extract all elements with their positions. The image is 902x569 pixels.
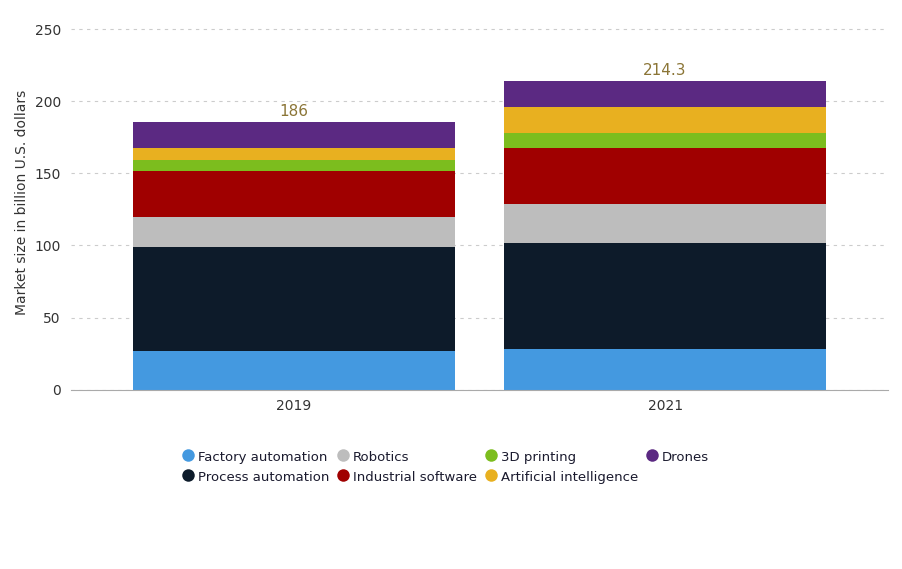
Y-axis label: Market size in billion U.S. dollars: Market size in billion U.S. dollars [15,90,29,315]
Bar [133,247,454,351]
Bar [133,122,454,147]
Bar [503,81,825,107]
Bar [133,217,454,247]
Bar [503,204,825,242]
Bar [133,160,454,171]
Text: 186: 186 [279,104,308,119]
Bar [133,171,454,217]
Bar [133,351,454,390]
Text: 214.3: 214.3 [642,63,686,78]
Bar [503,107,825,133]
Legend: Factory automation, Process automation, Robotics, Industrial software, 3D printi: Factory automation, Process automation, … [179,445,713,489]
Bar [503,349,825,390]
Bar [503,133,825,147]
Bar [503,242,825,349]
Bar [503,147,825,204]
Bar [133,147,454,160]
